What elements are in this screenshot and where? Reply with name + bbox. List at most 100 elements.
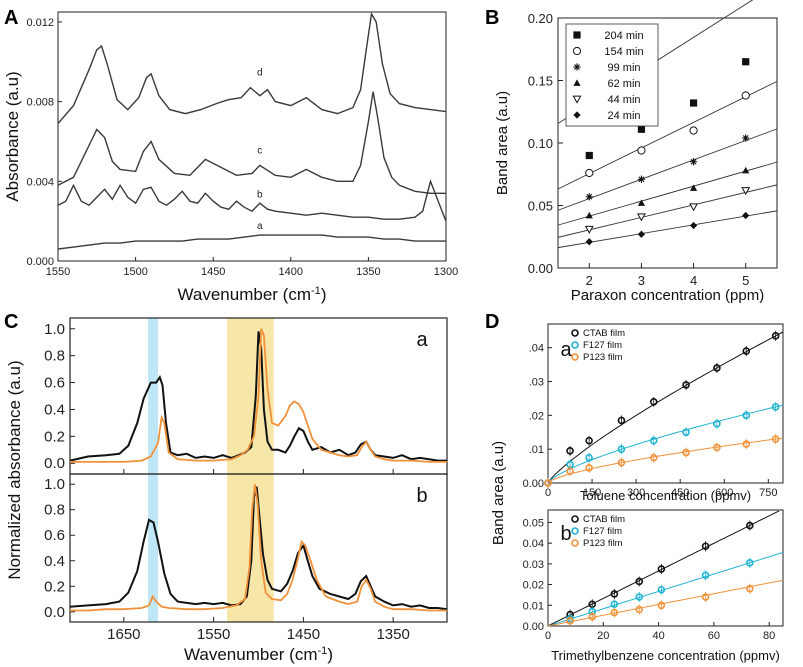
data-point [584,225,594,234]
legend-marker [573,79,581,86]
legend-marker [571,515,579,523]
data-point [617,416,626,425]
y-tick-label: 0.00 [523,478,544,490]
y-tick-label: .03 [529,377,544,389]
panel-label: A [4,7,18,29]
y-tick-label: 0.2 [44,578,65,595]
legend-label: F127 film [583,526,622,537]
data-point [610,608,619,617]
y-axis-label: Normalized absorbance (a.u) [5,360,24,579]
legend-marker [572,46,582,56]
x-tick-label: 1350 [376,626,409,643]
x-tick-label: 5 [742,273,749,288]
data-point [771,332,780,340]
legend-marker [571,539,579,547]
legend-marker [572,95,582,104]
data-point [689,99,698,107]
data-point [566,467,574,475]
legend-marker [573,63,581,71]
x-axis-label: Toluene concentration (ppmv) [580,488,751,503]
x-tick-label: 300 [627,487,645,499]
legend-label: F127 film [583,340,622,351]
y-tick-label: 0.008 [26,97,54,109]
fit-line [557,128,778,211]
y-tick-label: 0.03 [523,559,544,571]
legend-label: 44 min [607,94,640,106]
x-tick-label: 20 [597,630,609,642]
x-tick-label: 1300 [434,266,458,278]
x-tick-label: 1650 [107,626,140,643]
data-point [585,151,593,160]
subplot-label: a [560,339,572,361]
data-point [771,403,780,411]
data-point [657,601,666,610]
y-axis-label: Band area (a.u) [490,441,507,545]
y-tick-label: 0.01 [523,600,544,612]
y-tick-label: 0.20 [528,11,553,26]
data-point [617,445,626,453]
data-point [746,584,754,593]
curve-label-c: c [257,145,262,156]
y-axis-label: Absorbance (a.u) [3,71,22,201]
fit-curve [547,404,784,484]
legend-label: P123 film [583,538,623,549]
x-axis-label: Wavenumber (cm-1) [184,645,333,664]
data-point [682,448,690,457]
x-tick-label: 750 [759,487,777,499]
panel-label: C [4,311,18,333]
data-point [544,479,552,487]
panel-label: D [485,311,499,333]
x-tick-label: 600 [715,487,733,499]
data-point [566,617,574,625]
data-point [588,612,597,621]
data-point [689,203,699,212]
fit-curve [547,579,784,627]
panel-A: A 1550 1500 1450 1400 1350 1300 0.000 0.004 0.008… [3,7,458,304]
legend-marker [571,527,579,535]
curve-label-a: a [257,221,263,232]
x-tick-label: 40 [652,630,664,642]
data-point [566,447,574,455]
y-tick-label: 0.05 [528,199,553,214]
fit-line [557,161,778,226]
spectrum-b [57,179,447,222]
curve-label-b: b [257,189,263,200]
spectrum-c [57,91,446,194]
x-axis-label: Paraxon concentration (ppm) [571,287,764,304]
data-point [746,521,754,530]
data-point [585,453,593,462]
data-point [637,125,646,133]
data-point [585,211,593,219]
fit-curve [547,437,784,484]
x-tick-label: 0 [545,630,551,642]
y-tick-label: 0.8 [44,348,65,365]
y-tick-label: 0.0 [44,455,65,472]
data-point [742,211,750,220]
data-point [636,213,646,222]
x-tick-label: 450 [671,487,689,499]
data-point [701,593,710,601]
data-point [689,126,698,135]
data-point [742,134,750,142]
data-point [610,600,619,609]
x-tick-label: 1550 [46,266,70,278]
x-axis-label: Trimethylbenzene concentration (ppmv) [551,648,780,663]
data-point [689,221,698,230]
panel-C: C 0.0 0.2 0.4 0.6 0.8 1.0 a 0.0 0.2 0.4 0.6 0.8 1.0 b 1… [4,311,448,664]
x-tick-label: 1450 [287,626,320,643]
subplot-label: b [416,485,427,507]
data-point [742,347,751,355]
plot-frame [547,323,784,484]
y-tick-label: .04 [529,343,544,355]
subplot-label: a [416,329,428,351]
y-axis-label: Band area (a.u) [494,91,511,195]
fit-curve [547,551,784,627]
panel-B: B 2 3 4 5 0.00 0.05 0.10 0.15 0.20 Paraxon concent… [485,0,778,304]
data-point [701,542,710,551]
data-point [746,559,754,567]
legend-label: 62 min [607,78,640,90]
curve-label-d: d [257,68,263,79]
legend-label: 24 min [607,110,640,122]
